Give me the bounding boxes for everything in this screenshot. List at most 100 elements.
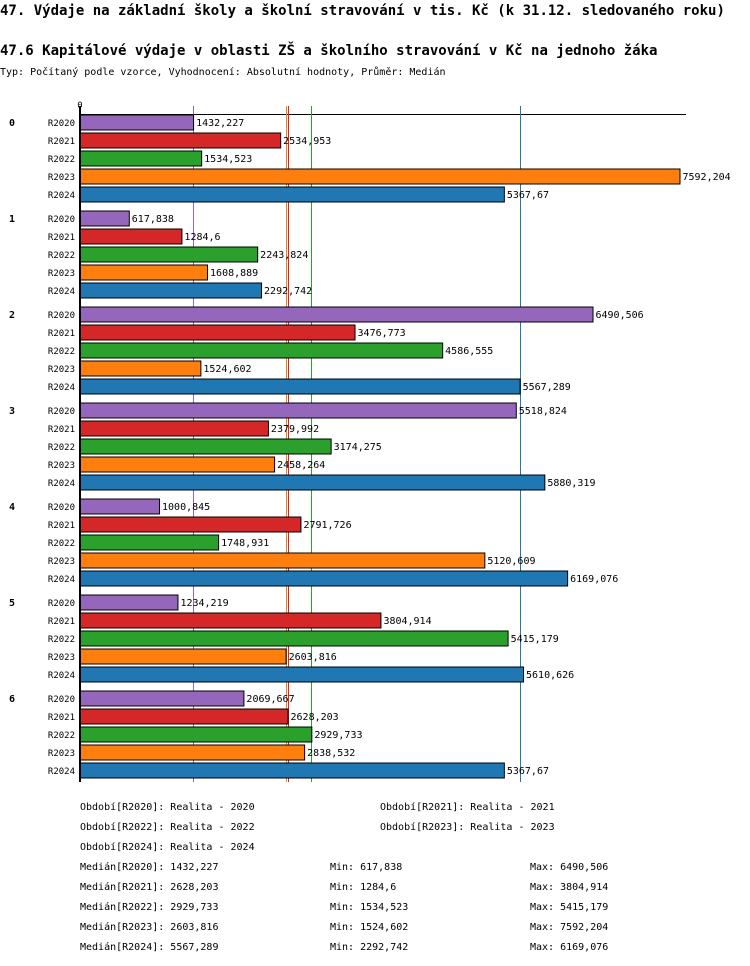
group-label: 6 bbox=[9, 694, 15, 705]
series-label: R2023 bbox=[48, 461, 75, 471]
bar-value-label: 1000,845 bbox=[162, 502, 210, 513]
bar-value-label: 2838,532 bbox=[307, 748, 355, 759]
bar-r2024 bbox=[80, 378, 521, 395]
bar-chart: 00R20201432,227R20212534,953R20221534,52… bbox=[9, 101, 731, 782]
series-label: R2020 bbox=[48, 695, 75, 705]
bar-value-label: 3174,275 bbox=[334, 442, 382, 453]
series-label: R2024 bbox=[48, 575, 75, 585]
bar-r2024 bbox=[80, 282, 263, 299]
series-label: R2021 bbox=[48, 137, 75, 147]
series-label: R2024 bbox=[48, 383, 75, 393]
bar-value-label: 2458,264 bbox=[277, 460, 325, 471]
bar-r2020 bbox=[80, 402, 517, 419]
bar-value-label: 1524,602 bbox=[203, 364, 251, 375]
bar-value-label: 2292,742 bbox=[264, 286, 312, 297]
chart-info: Typ: Počítaný podle vzorce, Vyhodnocení:… bbox=[0, 67, 446, 78]
stat-median-r2023: Medián[R2023]: 2603,816 bbox=[80, 922, 219, 933]
stat-min-r2020: Min: 617,838 bbox=[330, 862, 403, 873]
group-label: 0 bbox=[9, 118, 15, 129]
series-label: R2020 bbox=[48, 407, 75, 417]
bar-value-label: 7592,204 bbox=[683, 172, 731, 183]
series-label: R2024 bbox=[48, 767, 75, 777]
bar-value-label: 3804,914 bbox=[383, 616, 431, 627]
series-label: R2024 bbox=[48, 479, 75, 489]
bar-r2023 bbox=[80, 168, 681, 185]
bar-value-label: 2379,992 bbox=[271, 424, 319, 435]
bar-value-label: 1234,219 bbox=[180, 598, 228, 609]
bar-r2020 bbox=[80, 210, 130, 227]
bar-r2022 bbox=[80, 630, 509, 647]
legend-period-r2021: Období[R2021]: Realita - 2021 bbox=[380, 802, 555, 813]
bar-r2023 bbox=[80, 264, 209, 281]
series-label: R2023 bbox=[48, 365, 75, 375]
bar-r2020 bbox=[80, 498, 161, 515]
bar-value-label: 2628,203 bbox=[291, 712, 339, 723]
stat-max-r2022: Max: 5415,179 bbox=[530, 902, 609, 913]
series-label: R2020 bbox=[48, 311, 75, 321]
series-label: R2021 bbox=[48, 425, 75, 435]
legend-period-r2024: Období[R2024]: Realita - 2024 bbox=[80, 842, 255, 853]
bar-r2020 bbox=[80, 114, 195, 131]
series-label: R2022 bbox=[48, 731, 75, 741]
series-label: R2021 bbox=[48, 329, 75, 339]
series-label: R2024 bbox=[48, 671, 75, 681]
stat-max-r2020: Max: 6490,506 bbox=[530, 862, 609, 873]
series-label: R2022 bbox=[48, 539, 75, 549]
group-label: 4 bbox=[9, 502, 15, 513]
bar-r2023 bbox=[80, 648, 287, 665]
bar-r2021 bbox=[80, 612, 382, 629]
bar-value-label: 5567,289 bbox=[523, 382, 571, 393]
series-label: R2023 bbox=[48, 557, 75, 567]
series-label: R2021 bbox=[48, 713, 75, 723]
bar-value-label: 5415,179 bbox=[511, 634, 559, 645]
bar-r2024 bbox=[80, 474, 546, 491]
series-label: R2022 bbox=[48, 443, 75, 453]
bar-r2024 bbox=[80, 186, 505, 203]
series-label: R2022 bbox=[48, 155, 75, 165]
stat-min-r2024: Min: 2292,742 bbox=[330, 942, 409, 953]
stat-min-r2022: Min: 1534,523 bbox=[330, 902, 409, 913]
series-label: R2023 bbox=[48, 173, 75, 183]
bar-value-label: 5120,609 bbox=[487, 556, 535, 567]
group-label: 2 bbox=[9, 310, 15, 321]
bar-r2023 bbox=[80, 456, 276, 473]
bar-value-label: 2791,726 bbox=[303, 520, 351, 531]
bar-value-label: 2069,667 bbox=[246, 694, 294, 705]
bar-value-label: 2534,953 bbox=[283, 136, 331, 147]
chart-subtitle: 47.6 Kapitálové výdaje v oblasti ZŠ a šk… bbox=[0, 43, 658, 59]
stat-median-r2021: Medián[R2021]: 2628,203 bbox=[80, 882, 219, 893]
stat-min-r2021: Min: 1284,6 bbox=[330, 882, 397, 893]
bar-value-label: 2243,824 bbox=[260, 250, 308, 261]
group-label: 1 bbox=[9, 214, 15, 225]
bar-r2021 bbox=[80, 324, 356, 341]
legend-period-r2022: Období[R2022]: Realita - 2022 bbox=[80, 822, 255, 833]
bar-r2020 bbox=[80, 690, 245, 707]
stat-median-r2024: Medián[R2024]: 5567,289 bbox=[80, 942, 219, 953]
group-label: 5 bbox=[9, 598, 15, 609]
series-label: R2021 bbox=[48, 233, 75, 243]
bar-value-label: 4586,555 bbox=[445, 346, 493, 357]
bar-value-label: 5518,824 bbox=[519, 406, 567, 417]
bar-r2024 bbox=[80, 762, 505, 779]
stat-max-r2023: Max: 7592,204 bbox=[530, 922, 609, 933]
legend-period-r2023: Období[R2023]: Realita - 2023 bbox=[380, 822, 555, 833]
bar-r2024 bbox=[80, 570, 569, 587]
bar-r2023 bbox=[80, 360, 202, 377]
bar-r2022 bbox=[80, 438, 332, 455]
bar-r2023 bbox=[80, 552, 486, 569]
series-label: R2023 bbox=[48, 749, 75, 759]
bar-r2022 bbox=[80, 246, 259, 263]
bar-value-label: 1432,227 bbox=[196, 118, 244, 129]
bar-value-label: 1608,889 bbox=[210, 268, 258, 279]
bar-value-label: 1534,523 bbox=[204, 154, 252, 165]
bar-value-label: 5610,626 bbox=[526, 670, 574, 681]
bar-r2021 bbox=[80, 708, 289, 725]
bar-value-label: 6169,076 bbox=[570, 574, 618, 585]
bar-r2020 bbox=[80, 594, 179, 611]
stat-max-r2024: Max: 6169,076 bbox=[530, 942, 609, 953]
group-label: 3 bbox=[9, 406, 15, 417]
bar-value-label: 5367,67 bbox=[507, 766, 549, 777]
series-label: R2020 bbox=[48, 503, 75, 513]
bar-value-label: 3476,773 bbox=[358, 328, 406, 339]
stat-min-r2023: Min: 1524,602 bbox=[330, 922, 409, 933]
